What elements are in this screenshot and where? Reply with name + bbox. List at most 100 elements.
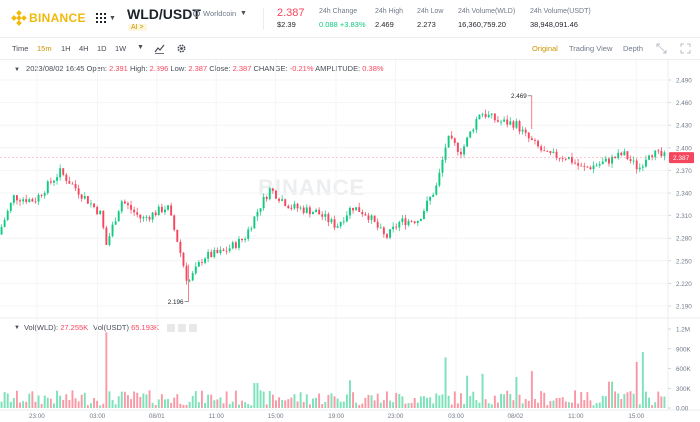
volume-bar (361, 403, 364, 408)
volume-bar (432, 403, 435, 408)
volume-bar (219, 397, 222, 408)
candle-body (552, 151, 555, 153)
volume-bar (463, 403, 465, 408)
volume-bar (478, 402, 481, 408)
candle-body (530, 138, 533, 140)
candle-body (25, 199, 28, 203)
volume-bar (275, 400, 277, 408)
candle-body (509, 121, 512, 125)
volume-bar (438, 395, 441, 408)
candle-body (201, 262, 203, 263)
volume-bar (148, 390, 151, 408)
candle-body (244, 238, 247, 241)
header-divider (263, 8, 264, 30)
volume-bar (367, 394, 370, 408)
expand-icon[interactable] (656, 43, 667, 54)
candle-body (583, 165, 586, 167)
volume-bar (401, 396, 404, 408)
volume-bar (160, 394, 163, 408)
coin-info-link[interactable]: Worldcoin (193, 9, 236, 18)
volume-bar (447, 395, 450, 408)
collapse-caret-icon[interactable]: ▼ (14, 324, 20, 331)
candle-body (638, 167, 641, 170)
volume-bar (555, 397, 558, 408)
indicator-remove-button[interactable] (189, 323, 198, 332)
interval-1d[interactable]: 1D (97, 44, 107, 53)
volume-bar (136, 392, 139, 408)
volume-axis-label: 600K (676, 366, 692, 373)
view-trading-view-tab[interactable]: Trading View (569, 44, 613, 53)
volume-bar (333, 396, 336, 408)
volume-bar (139, 396, 142, 408)
candle-body (130, 205, 132, 210)
volume-bar (37, 395, 40, 408)
volume-bar (157, 399, 160, 408)
candle-body (12, 195, 15, 203)
candle-body (93, 203, 95, 208)
interval-4h[interactable]: 4H (79, 44, 89, 53)
volume-bar (305, 394, 308, 408)
candle-body (635, 160, 638, 170)
chart-toolbar: Time 15m 1H 4H 1D 1W ▼ Original Trading … (0, 38, 700, 60)
candle-body (389, 229, 391, 238)
indicator-visibility-button[interactable] (167, 323, 176, 332)
price-axis-label: 2.190 (676, 304, 692, 311)
candle-body (392, 226, 395, 230)
settings-gear-icon[interactable] (176, 43, 187, 54)
volume-bar (549, 400, 552, 408)
view-original-tab[interactable]: Original (532, 44, 558, 53)
volume-bar (262, 391, 265, 408)
candle-body (500, 121, 502, 123)
candle-body (28, 199, 31, 203)
volume-bar (133, 391, 136, 408)
volume-bar (484, 399, 487, 408)
candle-body (86, 196, 89, 204)
candle-body (136, 212, 139, 215)
stat-label: 24h High (375, 8, 404, 15)
interval-1h[interactable]: 1H (61, 44, 71, 53)
candle-body (142, 217, 145, 219)
volume-bar (558, 397, 561, 408)
candle-body (487, 114, 490, 118)
candle-body (305, 207, 308, 213)
chart-axes: 2.490 2.460 2.430 2.400 2.370 2.340 2.310 2.280… (0, 60, 700, 420)
time-axis-label: 23:00 (388, 413, 404, 420)
volume-bar (130, 399, 132, 408)
volume-bar (6, 393, 9, 408)
more-intervals-icon[interactable]: ▼ (137, 44, 144, 51)
candle-body (296, 203, 299, 209)
candle-body (453, 138, 456, 143)
candle-body (663, 152, 666, 157)
candle-body (364, 214, 367, 216)
indicators-icon[interactable] (154, 43, 165, 54)
candle-body (164, 209, 166, 213)
volume-bar (469, 395, 472, 408)
volume-bar (552, 400, 555, 408)
price-axis-label: 2.220 (676, 281, 692, 288)
volume-bar (182, 404, 185, 408)
ai-badge[interactable]: AI > (128, 24, 147, 31)
volume-bar (663, 396, 666, 408)
volume-bar (213, 400, 216, 408)
interval-1w[interactable]: 1W (115, 44, 127, 53)
fullscreen-icon[interactable] (680, 43, 691, 54)
volume-bar (460, 393, 462, 408)
candle-body (592, 165, 595, 170)
volume-bar (583, 400, 586, 408)
view-depth-tab[interactable]: Depth (623, 44, 644, 53)
volume-bar (604, 396, 607, 408)
indicator-settings-button[interactable] (178, 323, 187, 332)
candle-body (43, 193, 46, 196)
pair-dropdown-icon[interactable]: ▼ (240, 10, 247, 17)
collapse-caret-icon[interactable]: ▼ (14, 67, 20, 73)
apps-menu-button[interactable]: ▼ (96, 11, 118, 25)
trading-pair-title[interactable]: WLD/USDT (127, 6, 201, 22)
candle-body (327, 214, 330, 223)
volume-bar (271, 394, 274, 408)
binance-logo[interactable]: BINANCE (11, 10, 86, 26)
interval-15m[interactable]: 15m (37, 44, 52, 53)
candle-body (577, 163, 580, 166)
volume-bar (93, 397, 95, 408)
volume-bar (114, 404, 117, 408)
price-axis-label: 2.370 (676, 168, 692, 175)
